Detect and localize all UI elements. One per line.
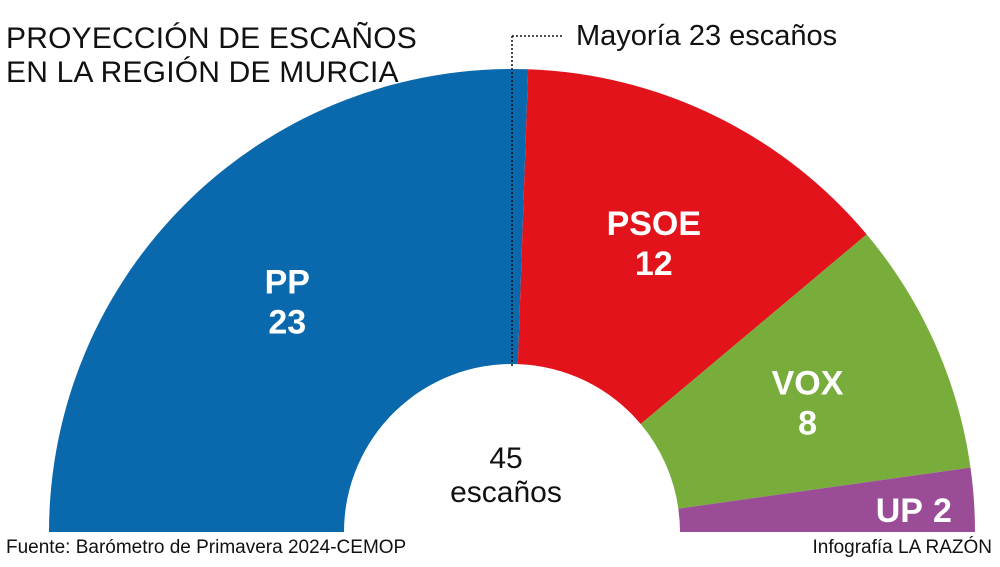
label-pp-seats: 23 <box>268 303 306 341</box>
segment-up <box>678 467 975 532</box>
chart-title-line-1: PROYECCIÓN DE ESCAÑOS <box>6 22 417 55</box>
label-psoe-name: PSOE <box>607 205 701 243</box>
label-up-name: UP <box>876 492 923 530</box>
chart-title: PROYECCIÓN DE ESCAÑOS EN LA REGIÓN DE MU… <box>6 22 417 90</box>
credit-note: Infografía LA RAZÓN <box>812 537 992 558</box>
source-note: Fuente: Barómetro de Primavera 2024-CEMO… <box>6 537 407 558</box>
total-seats-number: 45 <box>489 442 522 475</box>
total-seats-unit: escaños <box>450 476 562 509</box>
segment-pp <box>49 69 529 532</box>
label-vox-name: VOX <box>772 364 844 402</box>
chart-title-line-2: EN LA REGIÓN DE MURCIA <box>6 56 399 89</box>
label-pp-name: PP <box>265 263 310 301</box>
chart-segments <box>49 69 975 532</box>
segment-psoe <box>517 69 867 425</box>
label-up-seats: 2 <box>933 492 952 530</box>
majority-label: Mayoría 23 escaños <box>576 20 838 52</box>
label-psoe-seats: 12 <box>635 245 673 283</box>
segment-vox <box>640 234 971 509</box>
label-up: UP 2 <box>876 492 952 530</box>
label-vox-seats: 8 <box>798 404 817 442</box>
